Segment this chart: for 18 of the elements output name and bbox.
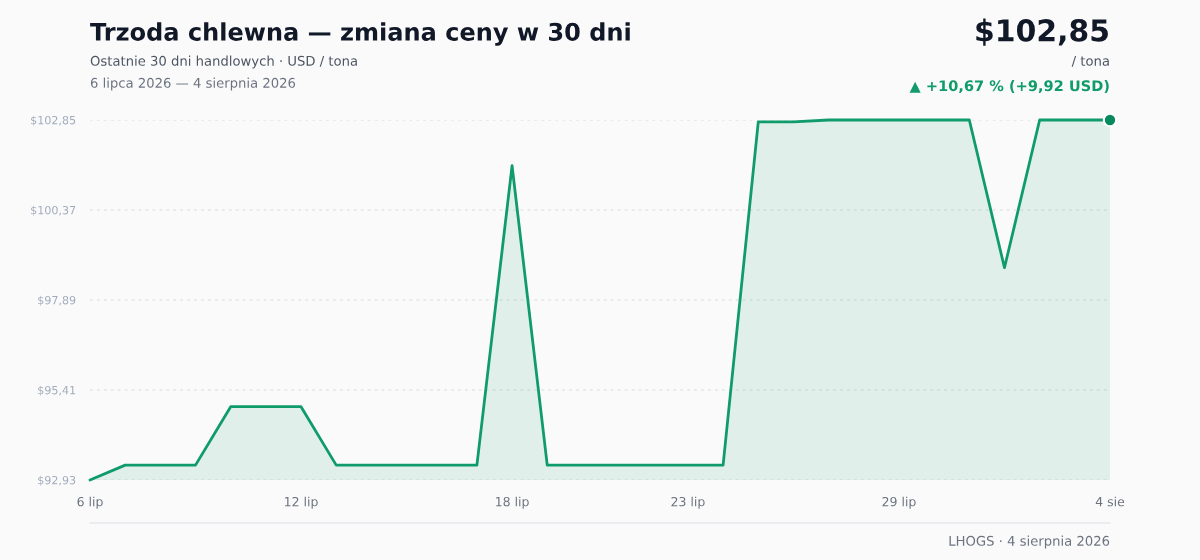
y-tick-label: $92,93 <box>38 475 76 486</box>
y-tick-label: $102,85 <box>31 115 76 126</box>
chart-title: Trzoda chlewna — zmiana ceny w 30 dni <box>90 22 630 46</box>
text: ▲ +10,67 % (+9,92 USD) <box>909 79 1109 94</box>
y-tick-label: $97,89 <box>38 295 76 306</box>
x-tick-label: 6 lip <box>77 496 103 509</box>
chart-subtitle: Ostatnie 30 dni handlowych · USD / tona <box>90 55 357 69</box>
text: LHOGS · 4 sierpnia 2026 <box>949 535 1110 549</box>
x-tick-label: 18 lip <box>496 496 529 509</box>
text: / tona <box>1071 56 1109 67</box>
x-tick-label: 4 sie <box>1095 496 1125 507</box>
text: $102,85 <box>976 18 1108 46</box>
y-tick-label: $100,37 <box>31 205 76 216</box>
x-tick-label: 12 lip <box>285 496 318 509</box>
x-tick-label: 23 lip <box>671 496 705 509</box>
x-tick-label: 29 lip <box>882 496 916 509</box>
text: 6 lipca 2026 — 4 sierpnia 2026 <box>90 77 296 91</box>
y-tick-label: $95,41 <box>38 385 76 396</box>
